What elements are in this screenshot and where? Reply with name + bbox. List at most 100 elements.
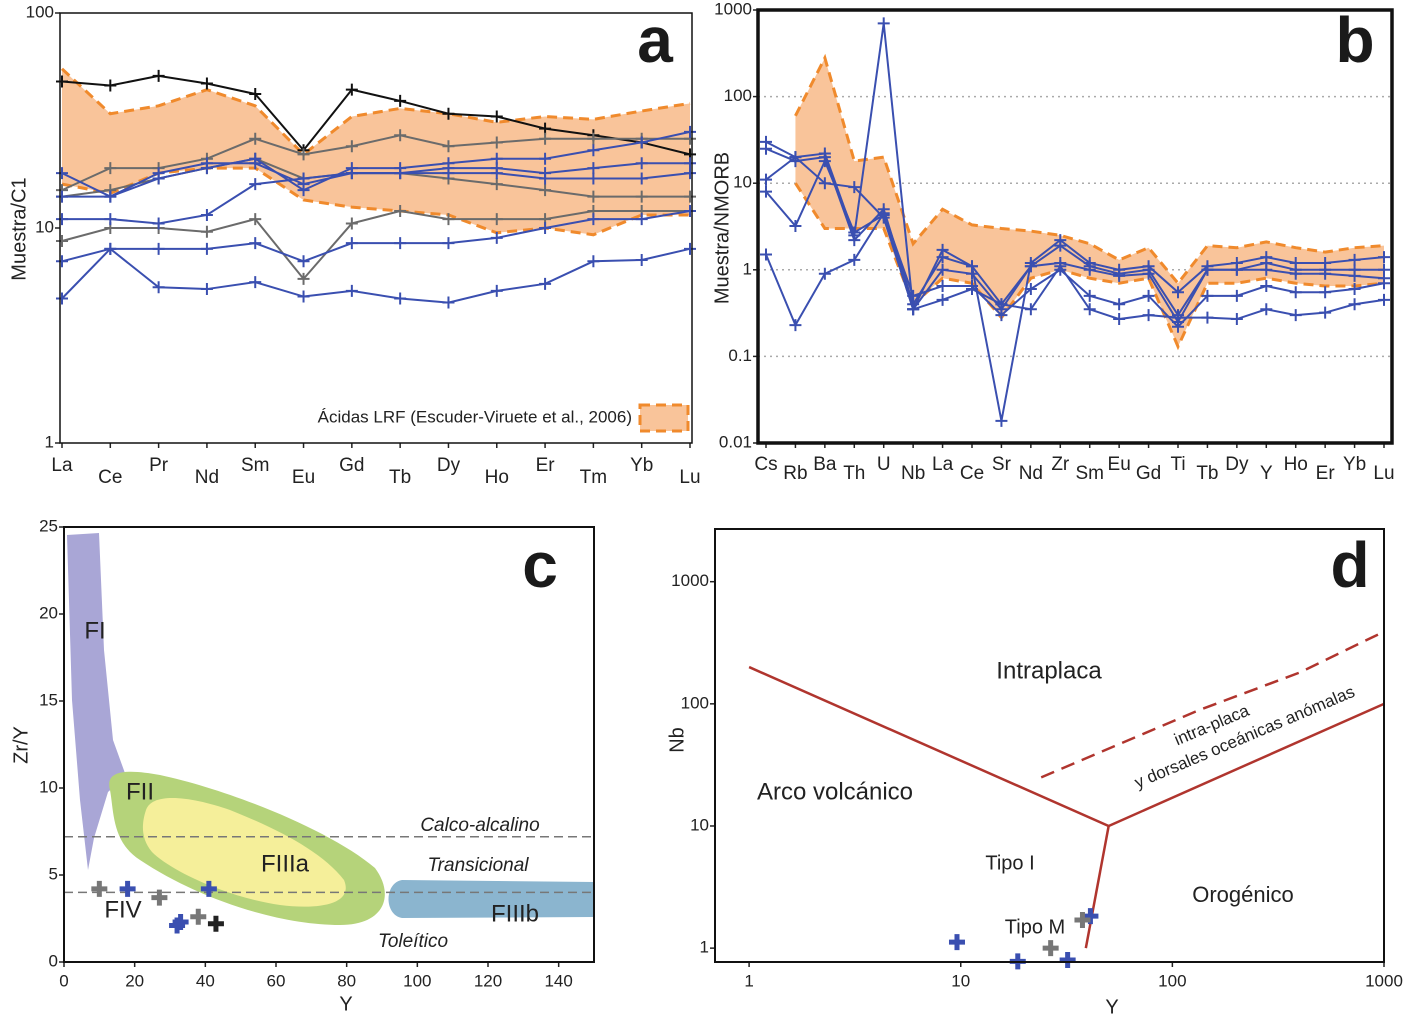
point-marker xyxy=(345,284,358,297)
x-tick-label: Dy xyxy=(437,455,461,476)
point-marker xyxy=(1348,269,1361,282)
x-tick-label: Y xyxy=(1260,463,1273,484)
y-axis-title: Muestra/NMORB xyxy=(711,152,733,304)
legend-swatch xyxy=(638,403,690,433)
point-marker xyxy=(1260,263,1273,276)
band-edge xyxy=(794,53,1385,286)
point-marker xyxy=(635,172,648,185)
point-marker xyxy=(684,125,696,138)
point-marker xyxy=(1378,251,1390,264)
x-tick-label: 40 xyxy=(196,971,215,990)
band-area xyxy=(795,57,1384,347)
point-marker xyxy=(587,144,600,157)
boundary-line xyxy=(1040,630,1385,779)
point-marker xyxy=(587,255,600,268)
point-marker xyxy=(1083,263,1096,276)
x-axis-title: Y xyxy=(339,993,352,1015)
y-tick-label: 10 xyxy=(733,173,752,192)
point-marker xyxy=(966,267,978,280)
x-tick-label: Ce xyxy=(960,463,984,484)
point-marker xyxy=(394,94,407,107)
point-marker xyxy=(249,237,262,250)
panel-letter: b xyxy=(1335,4,1374,76)
point-marker xyxy=(119,880,136,897)
y-tick-label: 100 xyxy=(724,86,752,105)
point-marker xyxy=(635,136,648,149)
point-marker xyxy=(200,242,213,255)
point-marker xyxy=(490,110,503,123)
point-marker xyxy=(789,319,802,332)
point-marker xyxy=(345,237,358,250)
point-marker xyxy=(1074,911,1091,928)
series-line xyxy=(765,158,1385,321)
point-marker xyxy=(1319,286,1332,299)
x-tick-label: Tb xyxy=(389,467,411,488)
y-tick-label: 15 xyxy=(39,690,58,709)
x-tick-label: Nd xyxy=(1019,463,1043,484)
y-tick-label: 1 xyxy=(743,259,752,278)
y-tick-label: 10 xyxy=(39,777,58,796)
point-marker xyxy=(104,79,117,92)
region-label: Arco volcánico xyxy=(757,778,913,805)
point-marker xyxy=(442,140,455,153)
point-marker xyxy=(104,242,117,255)
y-tick-label: 20 xyxy=(39,603,58,622)
point-marker xyxy=(1348,298,1361,311)
point-marker xyxy=(1348,283,1361,296)
point-marker xyxy=(394,204,407,217)
x-tick-label: Lu xyxy=(1373,463,1394,484)
y-tick-label: 0 xyxy=(49,951,58,970)
point-marker xyxy=(345,140,358,153)
point-marker xyxy=(297,290,310,303)
series-line xyxy=(61,247,691,304)
trend-label: Calco-alcalino xyxy=(420,815,539,836)
point-marker xyxy=(490,136,503,149)
series-line xyxy=(61,130,691,198)
point-marker xyxy=(684,157,696,170)
point-marker xyxy=(1230,289,1243,302)
x-tick-label: Ba xyxy=(813,454,837,475)
plot-frame xyxy=(714,528,1385,963)
point-marker xyxy=(1142,309,1155,322)
x-tick-label: Sm xyxy=(1075,463,1104,484)
series-line xyxy=(61,209,690,281)
point-marker xyxy=(56,75,68,88)
x-tick-label: 1 xyxy=(744,971,753,990)
point-marker xyxy=(995,309,1008,322)
x-axis-title: Y xyxy=(1105,996,1118,1016)
point-marker xyxy=(936,280,949,293)
series-line xyxy=(61,134,690,192)
band-edge xyxy=(60,67,691,157)
trend-label: Toleítico xyxy=(378,931,448,952)
y-tick-label: 10 xyxy=(35,217,54,236)
point-marker xyxy=(1024,260,1037,273)
point-marker xyxy=(1042,940,1059,957)
series-line xyxy=(61,209,691,263)
point-marker xyxy=(152,281,165,294)
point-marker xyxy=(56,292,68,305)
point-marker xyxy=(1113,313,1126,326)
point-marker xyxy=(848,181,861,194)
y-axis-title: Nb xyxy=(666,727,688,753)
point-marker xyxy=(1113,298,1126,311)
field-label: FIIIb xyxy=(491,900,539,927)
point-marker xyxy=(56,190,68,203)
point-marker xyxy=(995,414,1008,427)
point-marker xyxy=(172,913,189,930)
x-tick-label: Ti xyxy=(1170,454,1185,475)
series-line xyxy=(765,210,1385,329)
point-marker xyxy=(249,88,262,101)
y-tick-label: 0.01 xyxy=(719,432,752,451)
point-marker xyxy=(966,283,978,296)
point-marker xyxy=(1024,283,1037,296)
point-marker xyxy=(848,226,861,239)
point-marker xyxy=(1289,267,1302,280)
x-tick-label: Ho xyxy=(1284,454,1308,475)
point-marker xyxy=(539,152,552,165)
point-marker xyxy=(442,296,455,309)
point-marker xyxy=(1260,303,1273,316)
point-marker xyxy=(1083,289,1096,302)
plot-frame xyxy=(59,12,693,444)
x-tick-label: Zr xyxy=(1051,454,1070,475)
region-label: Tipo I xyxy=(985,852,1034,874)
